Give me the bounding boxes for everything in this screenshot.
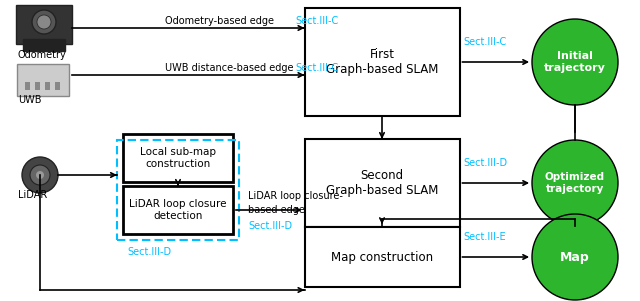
Text: Optimized
trajectory: Optimized trajectory xyxy=(545,172,605,194)
FancyBboxPatch shape xyxy=(16,5,72,44)
Circle shape xyxy=(32,10,56,34)
FancyBboxPatch shape xyxy=(23,39,65,51)
Text: LiDAR loop closure-: LiDAR loop closure- xyxy=(248,191,343,201)
Text: Initial
trajectory: Initial trajectory xyxy=(544,51,606,73)
Circle shape xyxy=(36,171,44,179)
Text: UWB distance-based edge: UWB distance-based edge xyxy=(165,63,294,73)
Text: Sect.III-C: Sect.III-C xyxy=(463,37,506,47)
Text: Sect.III-C: Sect.III-C xyxy=(295,16,339,26)
Text: Sect.III-D: Sect.III-D xyxy=(248,221,292,231)
Text: Sect.III-C: Sect.III-C xyxy=(295,63,339,73)
FancyBboxPatch shape xyxy=(123,186,233,234)
Circle shape xyxy=(532,19,618,105)
Bar xyxy=(45,82,50,90)
Text: Second
Graph-based SLAM: Second Graph-based SLAM xyxy=(326,169,438,197)
Circle shape xyxy=(532,140,618,226)
Text: Odometry: Odometry xyxy=(18,50,67,60)
FancyBboxPatch shape xyxy=(305,8,460,116)
Bar xyxy=(35,82,40,90)
Text: UWB: UWB xyxy=(18,95,42,105)
FancyBboxPatch shape xyxy=(305,139,460,227)
Text: Sect.III-D: Sect.III-D xyxy=(127,247,171,257)
Bar xyxy=(55,82,60,90)
FancyBboxPatch shape xyxy=(123,134,233,182)
Circle shape xyxy=(30,165,50,185)
Bar xyxy=(25,82,30,90)
Text: Sect.III-E: Sect.III-E xyxy=(463,232,506,242)
Circle shape xyxy=(22,157,58,193)
Text: LiDAR: LiDAR xyxy=(18,190,47,200)
Text: based edge: based edge xyxy=(248,205,305,215)
Circle shape xyxy=(532,214,618,300)
Text: Sect.III-D: Sect.III-D xyxy=(463,158,507,168)
Text: LiDAR loop closure
detection: LiDAR loop closure detection xyxy=(129,199,227,221)
Text: First
Graph-based SLAM: First Graph-based SLAM xyxy=(326,48,438,76)
Circle shape xyxy=(37,15,51,29)
Text: Odometry-based edge: Odometry-based edge xyxy=(165,16,274,26)
Text: Map: Map xyxy=(560,250,590,263)
Text: Local sub-map
construction: Local sub-map construction xyxy=(140,147,216,169)
Text: Map construction: Map construction xyxy=(331,250,433,263)
FancyBboxPatch shape xyxy=(17,64,69,96)
FancyBboxPatch shape xyxy=(305,227,460,287)
